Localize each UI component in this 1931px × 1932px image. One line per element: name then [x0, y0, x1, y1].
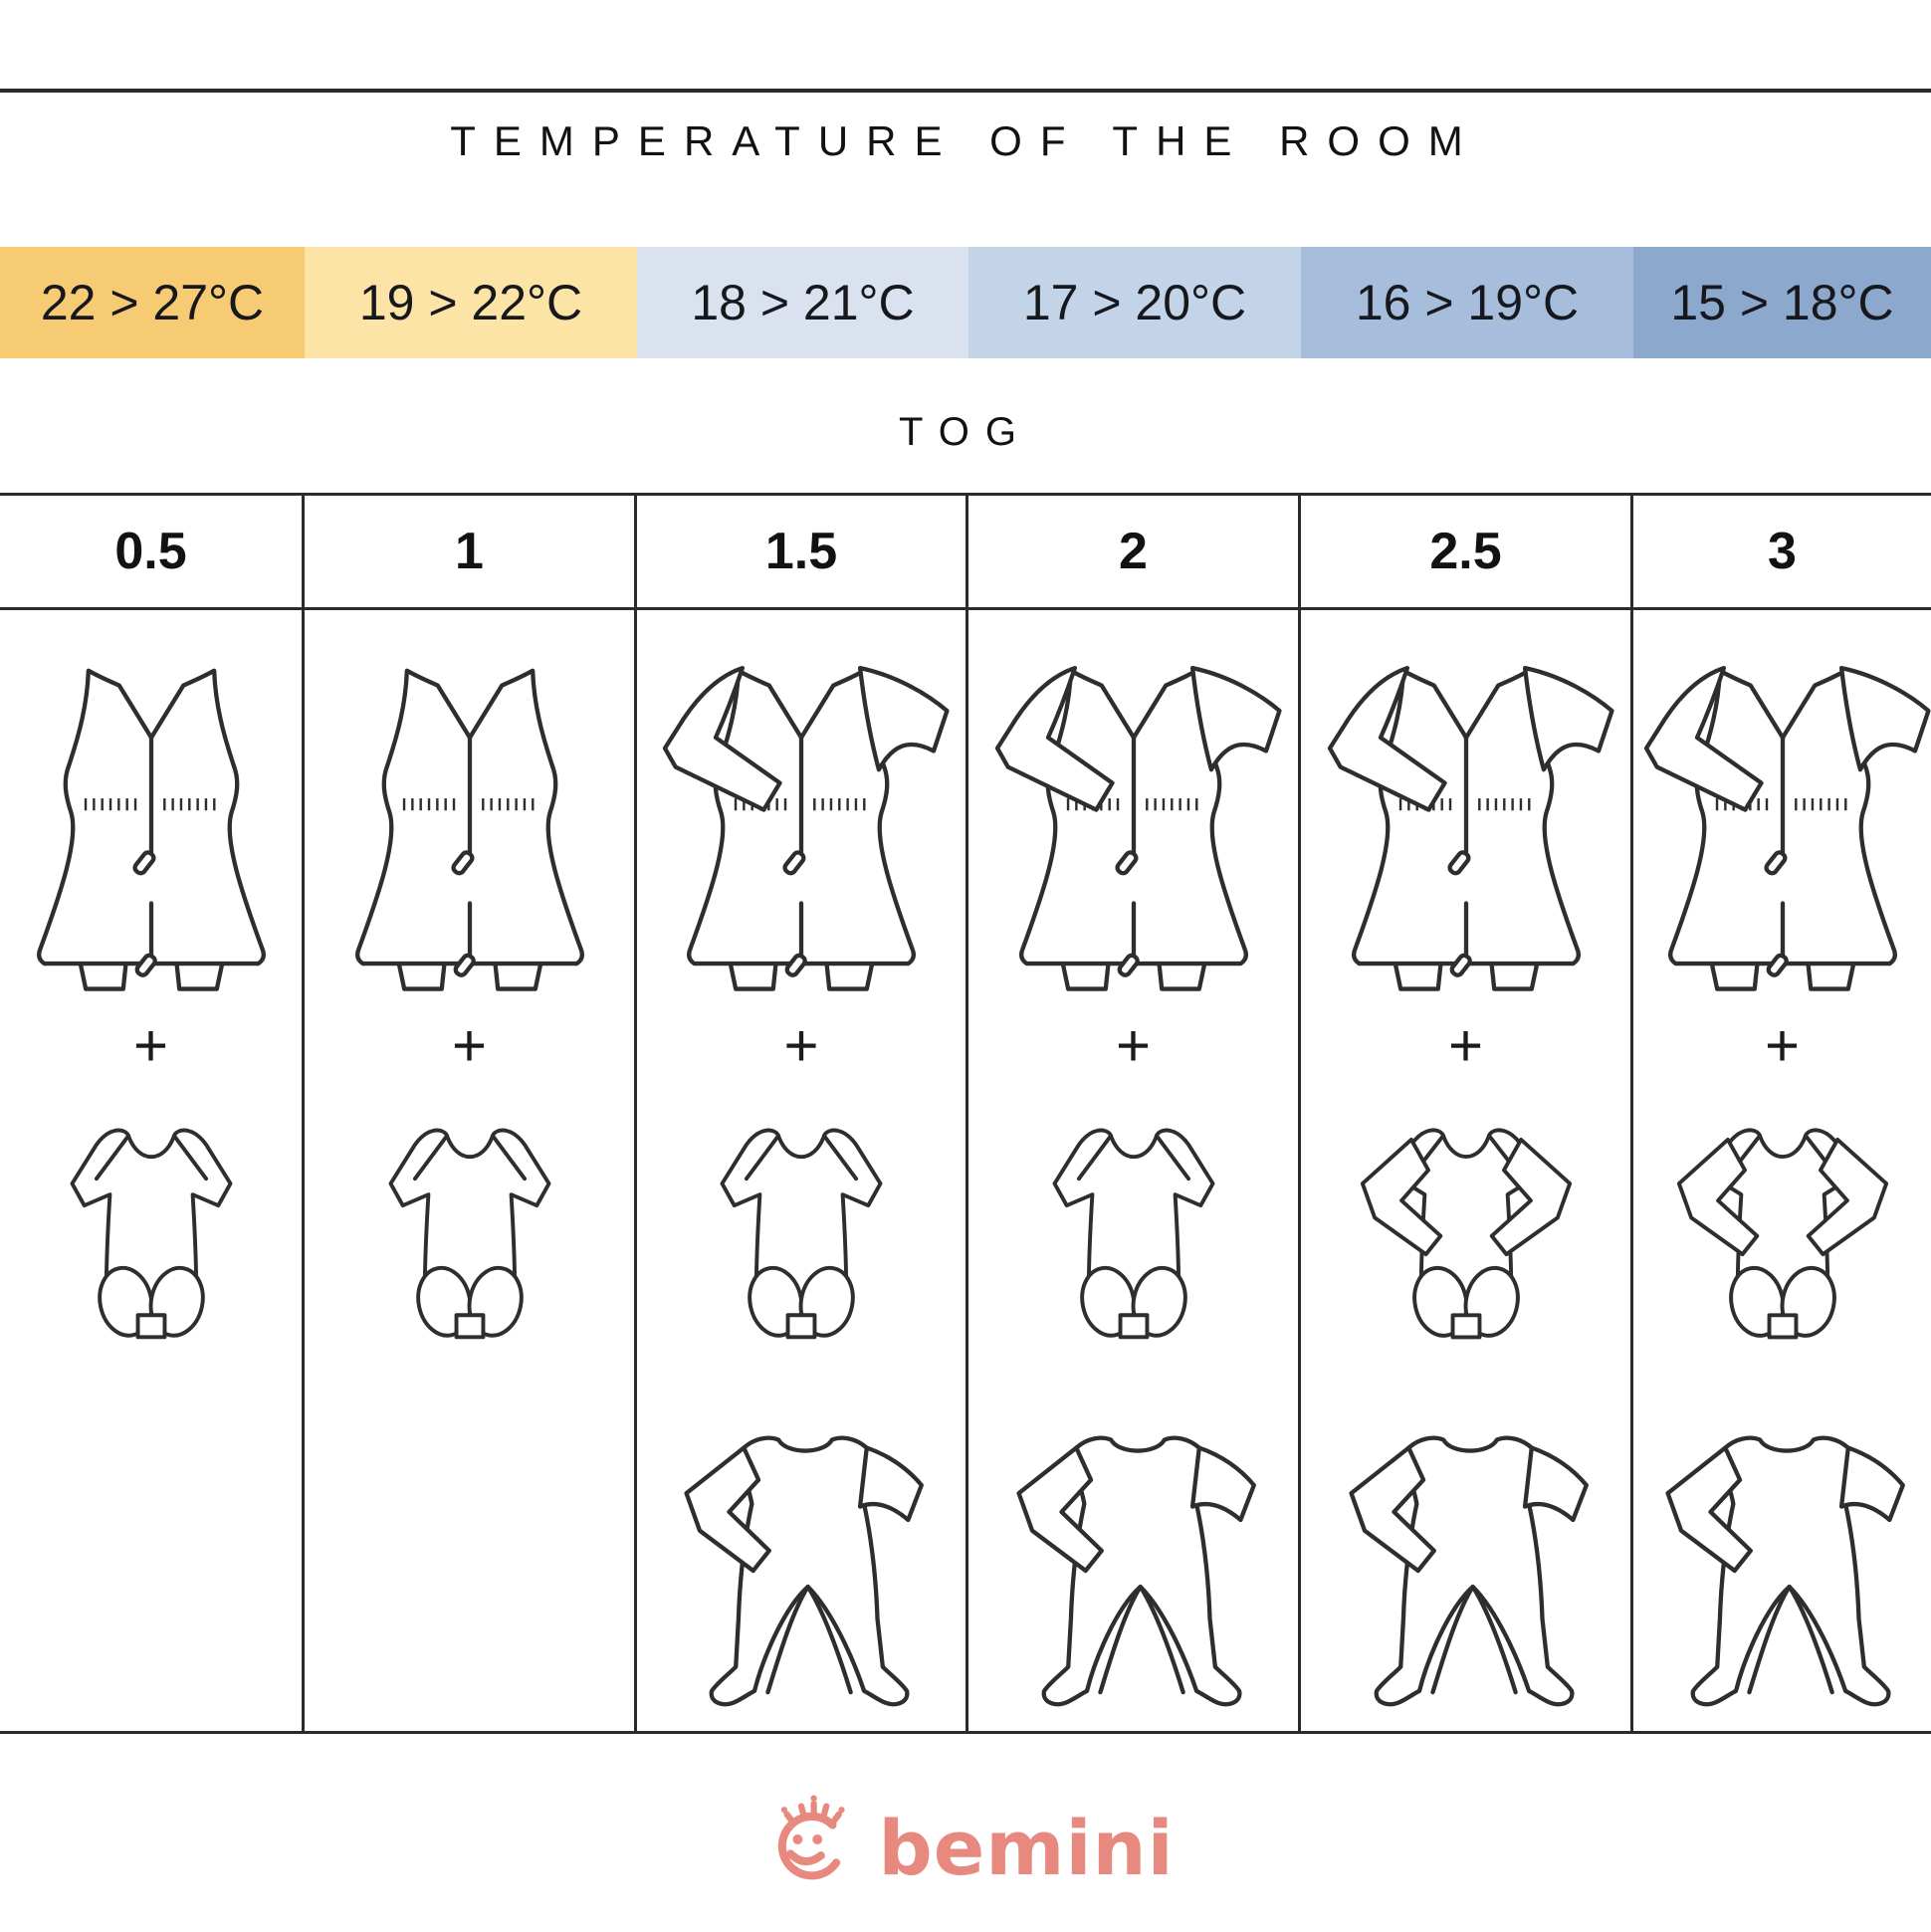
bodysuit-long-sleeve-icon: [1676, 1128, 1888, 1343]
temp-range-22-27: 22 > 27°C: [0, 247, 305, 358]
sleeping-bag-long-sleeve-icon: [1305, 652, 1626, 1002]
sleeping-bag-long-sleeve-icon: [972, 652, 1294, 1002]
brand-name: bemini: [878, 1804, 1175, 1892]
bodysuit-long-sleeve-icon: [1360, 1128, 1572, 1343]
pajamas-footed-icon: [1640, 1418, 1924, 1719]
tog-table: 0.5 1 1.5 2 2.5 3 + + + +: [0, 493, 1931, 1734]
plus-sign: +: [451, 1011, 488, 1079]
tog-value-1: 1: [305, 496, 637, 610]
bodysuit-short-sleeve-icon: [720, 1128, 883, 1343]
tog-value-3: 3: [1633, 496, 1931, 610]
temperature-band: 22 > 27°C 19 > 22°C 18 > 21°C 17 > 20°C …: [0, 247, 1931, 358]
sleeping-bag-long-sleeve-icon: [641, 652, 963, 1002]
bemini-face-icon: [756, 1795, 864, 1902]
plus-sign: +: [1115, 1011, 1152, 1079]
page-title: TEMPERATURE OF THE ROOM: [450, 117, 1481, 164]
pajamas-footed-icon: [660, 1418, 944, 1719]
column-tog-2: +: [968, 610, 1301, 1731]
bodysuit-short-sleeve-icon: [388, 1128, 550, 1343]
plus-sign: +: [1447, 1011, 1484, 1079]
bodysuit-short-sleeve-icon: [70, 1128, 232, 1343]
pajamas-footed-icon: [991, 1418, 1275, 1719]
column-tog-1.5: +: [637, 610, 968, 1731]
temp-range-19-22: 19 > 22°C: [305, 247, 637, 358]
plus-sign: +: [783, 1011, 819, 1079]
temp-range-15-18: 15 > 18°C: [1633, 247, 1931, 358]
tog-value-2.5: 2.5: [1301, 496, 1633, 610]
temp-range-17-20: 17 > 20°C: [968, 247, 1301, 358]
column-tog-1: +: [305, 610, 637, 1731]
tog-header-row: 0.5 1 1.5 2 2.5 3: [0, 496, 1931, 610]
tog-value-2: 2: [968, 496, 1301, 610]
garment-row: + + + + + +: [0, 610, 1931, 1731]
brand-logo: bemini: [0, 1784, 1931, 1913]
tog-value-0.5: 0.5: [0, 496, 305, 610]
column-tog-2.5: +: [1301, 610, 1633, 1731]
sleeping-bag-long-sleeve-icon: [1633, 652, 1931, 1002]
column-tog-0.5: +: [0, 610, 305, 1731]
tog-title: TOG: [899, 410, 1032, 454]
sleeping-bag-sleeveless-icon: [4, 652, 299, 1002]
temp-range-18-21: 18 > 21°C: [637, 247, 968, 358]
sleeping-bag-sleeveless-icon: [322, 652, 617, 1002]
column-tog-3: +: [1633, 610, 1931, 1731]
pajamas-footed-icon: [1324, 1418, 1608, 1719]
top-divider: [0, 89, 1931, 93]
tog-value-1.5: 1.5: [637, 496, 968, 610]
plus-sign: +: [132, 1011, 169, 1079]
plus-sign: +: [1764, 1011, 1801, 1079]
bodysuit-short-sleeve-icon: [1052, 1128, 1214, 1343]
temp-range-16-19: 16 > 19°C: [1301, 247, 1633, 358]
